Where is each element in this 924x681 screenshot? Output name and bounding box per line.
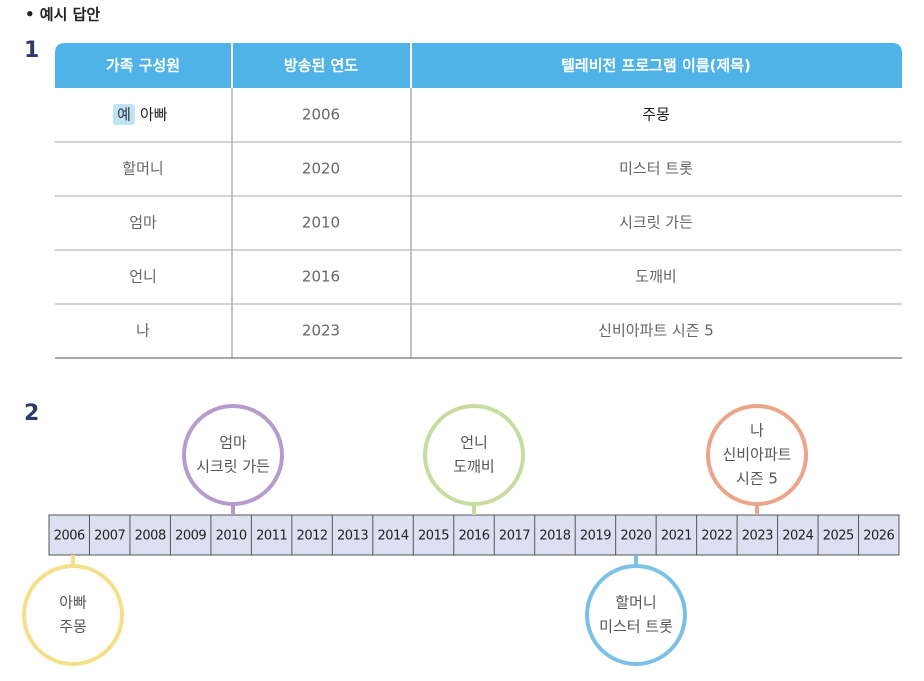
timeline-year: 2018 xyxy=(539,529,570,544)
timeline-year: 2011 xyxy=(256,529,287,544)
timeline-year: 2017 xyxy=(499,529,530,544)
table-cell: 미스터 트롯 xyxy=(619,160,693,178)
timeline-year: 2006 xyxy=(54,529,85,544)
table-cell: 주몽 xyxy=(642,106,670,124)
table-cell: 도깨비 xyxy=(635,268,676,286)
table-cell: 2006 xyxy=(302,106,340,124)
table-cell: 엄마 xyxy=(129,214,157,232)
timeline-year: 2020 xyxy=(620,529,651,544)
circle-text: 나 xyxy=(750,422,764,440)
timeline-bar xyxy=(48,514,900,556)
table-cell: 2023 xyxy=(302,322,340,340)
circle-text: 미스터 트롯 xyxy=(599,618,673,636)
event-circle xyxy=(22,564,124,666)
timeline-year: 2012 xyxy=(297,529,328,544)
timeline-year: 2023 xyxy=(742,529,773,544)
table-cell: 언니 xyxy=(129,268,157,286)
timeline-year: 2019 xyxy=(580,529,611,544)
timeline-year: 2007 xyxy=(94,529,125,544)
table-header: 가족 구성원 xyxy=(106,57,180,75)
timeline-year: 2022 xyxy=(701,529,732,544)
timeline-year: 2009 xyxy=(175,529,206,544)
event-circle xyxy=(182,404,284,506)
timeline-year: 2013 xyxy=(337,529,368,544)
table-cell: 할머니 xyxy=(122,160,163,178)
circle-text: 도깨비 xyxy=(453,458,494,476)
example-badge: 예 xyxy=(117,106,131,124)
section-number: 2 xyxy=(24,401,39,426)
section-number: 1 xyxy=(24,38,39,63)
circle-text: 시즌 5 xyxy=(736,470,778,488)
timeline-year: 2015 xyxy=(418,529,449,544)
circle-text: 엄마 xyxy=(219,434,247,452)
table-header-bg xyxy=(55,43,902,88)
table-cell: 신비아파트 시즌 5 xyxy=(598,322,714,340)
timeline-year: 2010 xyxy=(216,529,247,544)
circle-text: 할머니 xyxy=(615,594,656,612)
table-cell: 시크릿 가든 xyxy=(619,214,693,232)
event-circle xyxy=(706,404,808,506)
timeline-year: 2021 xyxy=(661,529,692,544)
timeline-year: 2008 xyxy=(135,529,166,544)
event-circle xyxy=(423,404,525,506)
table-header: 방송된 연도 xyxy=(284,57,358,75)
table-cell: 2020 xyxy=(302,160,340,178)
table-header: 텔레비전 프로그램 이름(제목) xyxy=(561,57,751,75)
timeline-year: 2014 xyxy=(378,529,409,544)
timeline-year: 2026 xyxy=(863,529,894,544)
circle-text: 아빠 xyxy=(59,594,87,612)
heading: • 예시 답안 xyxy=(25,6,100,24)
circle-text: 주몽 xyxy=(59,618,87,636)
circle-text: 신비아파트 xyxy=(722,446,791,464)
table-cell: 2016 xyxy=(302,268,340,286)
example-badge-bg xyxy=(113,104,135,125)
table-cell: 아빠 xyxy=(140,106,168,124)
table-cell: 나 xyxy=(136,322,150,340)
timeline-year: 2016 xyxy=(458,529,489,544)
timeline-year: 2025 xyxy=(823,529,854,544)
timeline-year: 2024 xyxy=(782,529,813,544)
table-cell: 2010 xyxy=(302,214,340,232)
event-circle xyxy=(585,564,687,666)
circle-text: 언니 xyxy=(460,434,488,452)
circle-text: 시크릿 가든 xyxy=(196,458,270,476)
